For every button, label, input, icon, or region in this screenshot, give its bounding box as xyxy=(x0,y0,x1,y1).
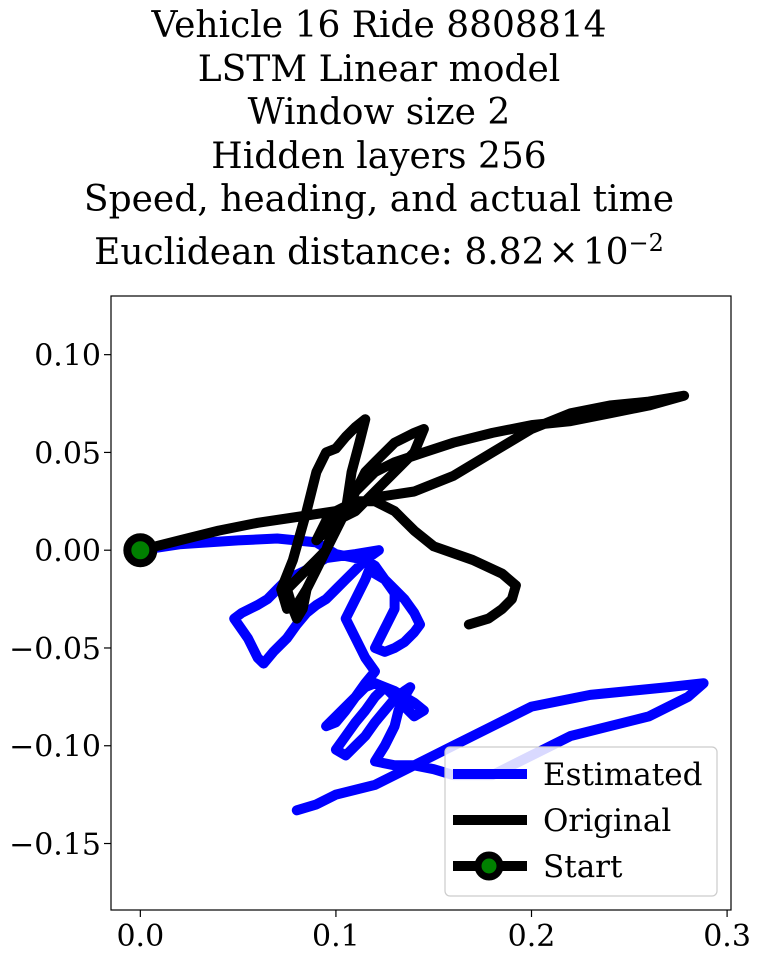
x-tick-label: 0.3 xyxy=(703,919,751,954)
title-line-1: Vehicle 16 Ride 8808814 xyxy=(151,5,607,46)
title-line-2: LSTM Linear model xyxy=(197,48,561,90)
x-tick-label: 0.0 xyxy=(116,919,164,954)
legend: Estimated Original Start xyxy=(444,746,718,897)
marker-layer xyxy=(123,533,158,568)
legend-original-label: Original xyxy=(543,803,671,839)
y-tick-label: 0.10 xyxy=(34,339,101,374)
distance-times: × xyxy=(548,231,579,273)
legend-start-marker xyxy=(474,851,504,881)
series-original-line xyxy=(135,390,690,630)
title-line-5: Speed, heading, and actual time xyxy=(83,179,675,220)
axes-frame xyxy=(110,295,732,911)
x-tick-label: 0.2 xyxy=(508,919,556,954)
x-tick-label: 0.1 xyxy=(312,919,360,954)
start-point-marker xyxy=(123,533,158,568)
title-line-distance: Euclidean distance: 8.82 × 10−2 xyxy=(0,222,758,275)
x-axis-ticks: 0.0 0.1 0.2 0.3 xyxy=(116,910,751,954)
y-tick-label: −0.10 xyxy=(9,730,101,765)
distance-exponent: −2 xyxy=(628,228,664,257)
legend-start-label: Start xyxy=(543,849,623,885)
legend-box xyxy=(444,746,718,897)
title-line-3: Window size 2 xyxy=(247,92,511,133)
distance-mantissa: 8.82 xyxy=(464,231,545,273)
y-tick-label: −0.15 xyxy=(9,828,101,863)
distance-label: Euclidean distance: xyxy=(94,231,465,273)
y-tick-label: −0.05 xyxy=(9,632,101,667)
y-axis-ticks: 0.10 0.05 0.00 −0.05 −0.10 −0.15 xyxy=(9,339,111,863)
title-line-4: Hidden layers 256 xyxy=(211,135,547,177)
distance-base: 10 xyxy=(582,231,629,273)
y-tick-label: 0.00 xyxy=(34,534,101,569)
legend-estimated-label: Estimated xyxy=(543,757,702,793)
chart-title: Vehicle 16 Ride 8808814 LSTM Linear mode… xyxy=(0,4,758,274)
y-tick-label: 0.05 xyxy=(34,436,101,471)
